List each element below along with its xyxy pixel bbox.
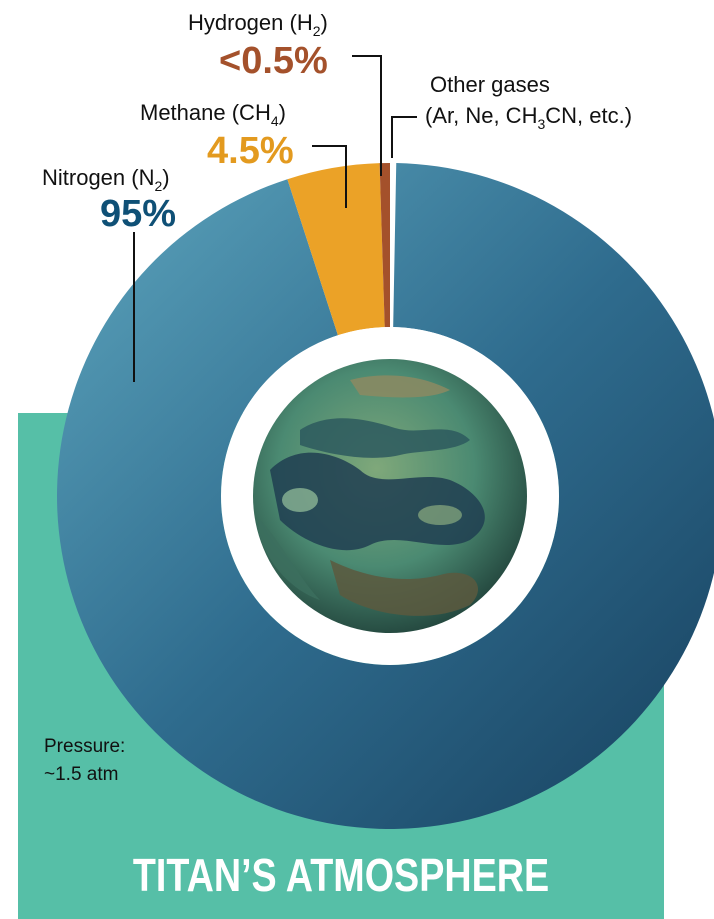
methane-percent: 4.5%	[207, 130, 294, 172]
pressure-value: ~1.5 atm	[44, 764, 119, 785]
other-gases-examples: (Ar, Ne, CH3CN, etc.)	[425, 103, 632, 132]
methane-label: Methane (CH4)	[140, 100, 286, 129]
hydrogen-slice	[379, 163, 390, 328]
pressure-label: Pressure:	[44, 736, 126, 757]
hydrogen-leader-line	[352, 55, 382, 176]
other-gases-label: Other gases	[430, 72, 550, 97]
other-gases-slice	[390, 163, 397, 328]
chart-title: TITAN’S ATMOSPHERE	[132, 849, 550, 901]
nitrogen-slice	[57, 163, 714, 829]
donut-slices	[57, 163, 714, 829]
nitrogen-label: Nitrogen (N2)	[42, 165, 170, 194]
titan-moon-image	[253, 359, 527, 633]
hydrogen-percent: <0.5%	[219, 40, 328, 82]
hydrogen-label: Hydrogen (H2)	[188, 10, 328, 39]
methane-slice	[287, 163, 385, 336]
other-gases-leader-line	[391, 116, 417, 158]
pressure-note: Pressure: ~1.5 atm	[44, 733, 125, 789]
nitrogen-percent: 95%	[100, 193, 176, 235]
methane-leader-line	[312, 145, 347, 208]
